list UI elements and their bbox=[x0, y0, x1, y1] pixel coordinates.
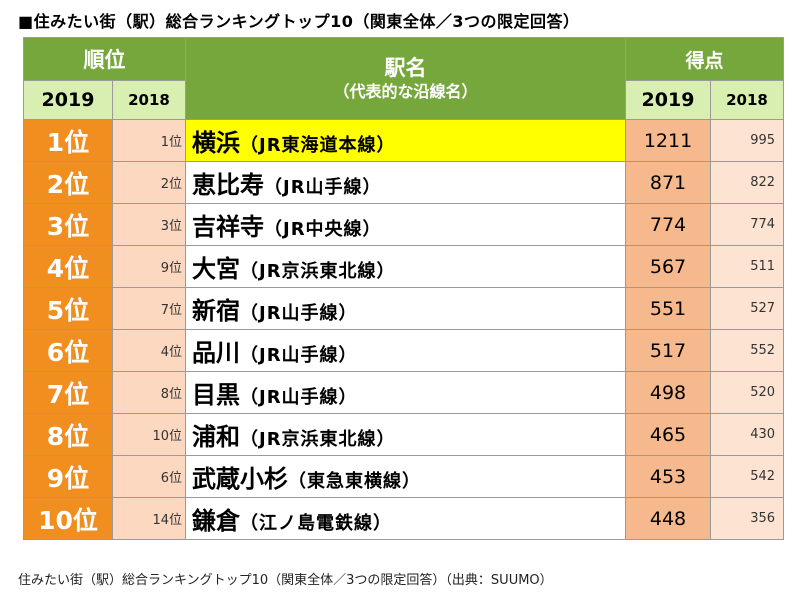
station-name: 浦和 bbox=[192, 423, 240, 451]
rank-2018-cell: 10位 bbox=[112, 413, 186, 456]
points-2018-cell: 520 bbox=[709, 371, 785, 414]
points-2019-cell: 774 bbox=[625, 203, 711, 246]
points-2019-cell: 871 bbox=[625, 161, 711, 204]
source-caption: 住みたい街（駅）総合ランキングトップ10（関東全体／3つの限定回答）（出典：SU… bbox=[18, 573, 553, 588]
points-2019-cell: 448 bbox=[625, 497, 711, 540]
station-name: 品川 bbox=[192, 339, 240, 367]
station-header-sublabel: （代表的な沿線名） bbox=[333, 81, 478, 101]
rank-2019-cell: 7位 bbox=[23, 371, 113, 414]
station-line: （JR山手線） bbox=[240, 387, 358, 408]
points-2019-cell: 465 bbox=[625, 413, 711, 456]
points-2018-cell: 527 bbox=[709, 287, 785, 330]
station-name: 横浜 bbox=[192, 129, 240, 157]
station-cell: 新宿（JR山手線） bbox=[185, 287, 626, 330]
rank-2019-cell: 2位 bbox=[23, 161, 113, 204]
points-2019-cell: 517 bbox=[625, 329, 711, 372]
table-row: 7位 8位 目黒（JR山手線） 498 520 bbox=[23, 371, 785, 414]
station-name: 吉祥寺 bbox=[192, 213, 264, 241]
table-row: 9位 6位 武蔵小杉（東急東横線） 453 542 bbox=[23, 455, 785, 498]
rank-2018-cell: 7位 bbox=[112, 287, 186, 330]
points-2019-cell: 567 bbox=[625, 245, 711, 288]
station-cell: 恵比寿（JR山手線） bbox=[185, 161, 626, 204]
table-row: 1位 1位 横浜（JR東海道本線） 1211 995 bbox=[23, 119, 785, 162]
table-row: 8位 10位 浦和（JR京浜東北線） 465 430 bbox=[23, 413, 785, 456]
table-row: 4位 9位 大宮（JR京浜東北線） 567 511 bbox=[23, 245, 785, 288]
points-2018-cell: 430 bbox=[709, 413, 785, 456]
rank-2019-cell: 6位 bbox=[23, 329, 113, 372]
station-name: 目黒 bbox=[192, 381, 240, 409]
rank-2018-cell: 4位 bbox=[112, 329, 186, 372]
station-line: （JR山手線） bbox=[264, 177, 382, 198]
station-name: 武蔵小杉 bbox=[192, 465, 288, 493]
station-cell: 目黒（JR山手線） bbox=[185, 371, 626, 414]
page-title: ■住みたい街（駅）総合ランキングトップ10（関東全体／3つの限定回答） bbox=[18, 12, 580, 31]
points-2019-header: 2019 bbox=[625, 80, 711, 120]
rank-2019-cell: 10位 bbox=[23, 497, 113, 540]
rank-2018-cell: 8位 bbox=[112, 371, 186, 414]
station-cell: 品川（JR山手線） bbox=[185, 329, 626, 372]
points-2019-cell: 498 bbox=[625, 371, 711, 414]
station-name: 恵比寿 bbox=[192, 171, 264, 199]
station-name: 新宿 bbox=[192, 297, 240, 325]
table-row: 5位 7位 新宿（JR山手線） 551 527 bbox=[23, 287, 785, 330]
rank-header: 順位 bbox=[23, 37, 186, 81]
rank-2019-cell: 1位 bbox=[23, 119, 113, 162]
station-cell: 鎌倉（江ノ島電鉄線） bbox=[185, 497, 626, 540]
points-2019-cell: 1211 bbox=[625, 119, 711, 162]
points-2018-cell: 356 bbox=[709, 497, 785, 540]
station-header: 駅名 （代表的な沿線名） bbox=[185, 37, 626, 120]
station-line: （JR東海道本線） bbox=[240, 135, 396, 156]
station-cell: 武蔵小杉（東急東横線） bbox=[185, 455, 626, 498]
points-header: 得点 bbox=[624, 37, 785, 81]
rank-2019-cell: 8位 bbox=[23, 413, 113, 456]
points-2018-cell: 552 bbox=[709, 329, 785, 372]
points-2018-cell: 511 bbox=[709, 245, 785, 288]
points-2019-cell: 551 bbox=[625, 287, 711, 330]
station-line: （JR山手線） bbox=[240, 303, 358, 324]
station-cell: 横浜（JR東海道本線） bbox=[185, 119, 626, 162]
points-2018-cell: 995 bbox=[709, 119, 785, 162]
station-header-label: 駅名 bbox=[384, 56, 427, 81]
station-cell: 浦和（JR京浜東北線） bbox=[185, 413, 626, 456]
station-line: （東急東横線） bbox=[288, 471, 421, 492]
table-row: 3位 3位 吉祥寺（JR中央線） 774 774 bbox=[23, 203, 785, 246]
rank-2018-cell: 1位 bbox=[112, 119, 186, 162]
station-line: （JR京浜東北線） bbox=[240, 429, 396, 450]
station-line: （JR中央線） bbox=[264, 219, 382, 240]
station-name: 大宮 bbox=[192, 255, 240, 283]
station-cell: 吉祥寺（JR中央線） bbox=[185, 203, 626, 246]
points-2019-cell: 453 bbox=[625, 455, 711, 498]
rank-2018-cell: 9位 bbox=[112, 245, 186, 288]
points-2018-cell: 774 bbox=[709, 203, 785, 246]
station-line: （江ノ島電鉄線） bbox=[240, 513, 392, 534]
rank-2019-cell: 3位 bbox=[23, 203, 113, 246]
rank-2018-cell: 3位 bbox=[112, 203, 186, 246]
rank-2018-cell: 2位 bbox=[112, 161, 186, 204]
station-line: （JR京浜東北線） bbox=[240, 261, 396, 282]
rank-2018-cell: 6位 bbox=[112, 455, 186, 498]
station-name: 鎌倉 bbox=[192, 507, 240, 535]
rank-2019-cell: 9位 bbox=[23, 455, 113, 498]
rank-2018-header: 2018 bbox=[112, 80, 186, 120]
ranking-table: 順位 駅名 （代表的な沿線名） 得点 2019 2018 2019 2018 1… bbox=[23, 37, 785, 540]
rank-2019-cell: 4位 bbox=[23, 245, 113, 288]
rank-2019-cell: 5位 bbox=[23, 287, 113, 330]
station-line: （JR山手線） bbox=[240, 345, 358, 366]
points-2018-cell: 822 bbox=[709, 161, 785, 204]
table-row: 2位 2位 恵比寿（JR山手線） 871 822 bbox=[23, 161, 785, 204]
rank-2018-cell: 14位 bbox=[112, 497, 186, 540]
station-cell: 大宮（JR京浜東北線） bbox=[185, 245, 626, 288]
points-2018-header: 2018 bbox=[709, 80, 785, 120]
table-row: 6位 4位 品川（JR山手線） 517 552 bbox=[23, 329, 785, 372]
points-2018-cell: 542 bbox=[709, 455, 785, 498]
rank-2019-header: 2019 bbox=[23, 80, 113, 120]
table-row: 10位 14位 鎌倉（江ノ島電鉄線） 448 356 bbox=[23, 497, 785, 540]
